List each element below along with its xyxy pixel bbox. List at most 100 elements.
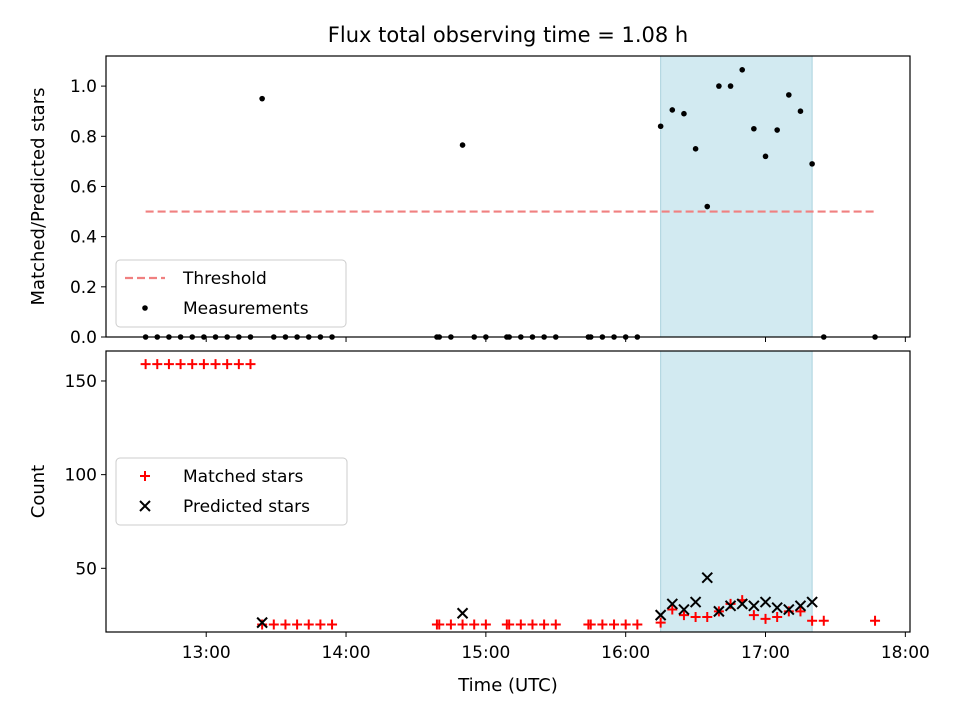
predicted-stars-point	[759, 596, 772, 608]
matched-stars-point	[434, 619, 445, 630]
matched-stars-point	[609, 619, 620, 630]
y-tick-label: 50	[75, 559, 97, 579]
matched-stars-point	[772, 612, 783, 623]
matched-stars-point	[175, 359, 186, 370]
matched-stars-point	[280, 619, 291, 630]
y-axis-label: Matched/Predicted stars	[28, 88, 49, 306]
predicted-stars-point	[654, 609, 667, 621]
y-tick-label: 0.0	[70, 328, 97, 348]
matched-stars-point	[795, 606, 806, 617]
matched-stars-point	[257, 619, 268, 630]
observing-window-span	[660, 56, 813, 337]
matched-stars-point	[210, 359, 221, 370]
measurement-point	[692, 146, 699, 152]
legend-label: Predicted stars	[183, 497, 310, 517]
matched-stars-point	[222, 359, 233, 370]
matched-stars-point	[527, 619, 538, 630]
x-tick-label: 14:00	[322, 643, 371, 663]
measurement-point	[797, 108, 804, 114]
matched-stars-point	[245, 359, 256, 370]
predicted-stars-point	[794, 600, 807, 612]
matched-stars-point	[702, 612, 713, 623]
matched-stars-point	[457, 619, 468, 630]
matched-stars-point	[480, 619, 491, 630]
matched-stars-point	[760, 613, 771, 624]
x-tick-label: 16:00	[601, 643, 650, 663]
legend-label: Measurements	[183, 299, 309, 319]
matched-stars-point	[198, 359, 209, 370]
legend-box	[115, 259, 347, 328]
y-tick-label: 150	[65, 372, 97, 392]
matched-stars-point	[268, 619, 279, 630]
matched-stars-point	[585, 619, 596, 630]
x-tick-label: 17:00	[741, 643, 790, 663]
matched-stars-point	[163, 359, 174, 370]
top-panel: 0.0 0.2 0.4 0.6 0.8 1.0 Matched/Predicted star…	[28, 55, 911, 348]
x-tick-label: 18:00	[881, 643, 930, 663]
matched-stars-point	[550, 619, 561, 630]
matched-stars-point	[620, 619, 631, 630]
matched-stars-point	[807, 615, 818, 626]
legend-label: Threshold	[182, 269, 267, 289]
legend-predicted-swatch	[139, 500, 151, 512]
measurement-point	[681, 110, 687, 117]
y-tick-label: 1.0	[70, 77, 97, 97]
chart-title: Flux total observing time = 1.08 h	[328, 23, 688, 47]
measurement-point	[762, 153, 769, 160]
legend-measurements-swatch	[142, 305, 148, 311]
y-tick-label: 0.8	[70, 127, 97, 147]
matched-stars-point	[678, 610, 689, 621]
measurement-point	[459, 142, 466, 148]
measurement-point	[786, 92, 792, 98]
predicted-stars-point	[713, 605, 725, 618]
predicted-stars-point	[724, 600, 737, 612]
measurement-point	[751, 125, 757, 132]
matched-stars-point	[539, 619, 550, 630]
predicted-stars-point	[783, 603, 795, 616]
measurement-point	[657, 123, 664, 130]
measurement-point	[716, 83, 722, 89]
legend-label: Matched stars	[183, 467, 303, 487]
matched-stars-point	[233, 359, 244, 370]
measurement-point	[704, 203, 711, 210]
y-tick-label: 0.6	[70, 177, 97, 197]
measurement-point	[739, 66, 746, 73]
matched-stars-point	[667, 604, 678, 615]
x-tick-label: 13:00	[182, 643, 231, 663]
matched-stars-point	[818, 615, 829, 626]
matched-stars-point	[445, 619, 456, 630]
x-tick-label: 15:00	[461, 643, 510, 663]
y-tick-label: 100	[65, 466, 97, 486]
observing-window-span	[660, 351, 813, 632]
predicted-stars-point	[456, 607, 469, 619]
matched-stars-point	[515, 619, 526, 630]
matched-stars-point	[315, 619, 326, 630]
measurement-point	[259, 95, 265, 102]
x-axis-label: Time (UTC)	[457, 675, 558, 696]
matched-stars-point	[725, 598, 736, 609]
matched-stars-point	[303, 619, 314, 630]
predicted-stars-point	[748, 600, 760, 612]
matched-stars-point	[748, 610, 759, 621]
legend-matched-swatch	[140, 471, 150, 481]
y-axis-label: Count	[28, 465, 49, 518]
matched-stars-point	[504, 619, 515, 630]
matched-stars-point	[655, 617, 666, 628]
legend: Threshold Measurements	[115, 259, 347, 328]
predicted-stars-point	[689, 596, 702, 608]
y-tick-label: 0.2	[70, 278, 97, 298]
matched-stars-point	[152, 359, 163, 370]
matched-stars-point	[597, 619, 608, 630]
legend-box	[115, 457, 348, 526]
measurement-point	[727, 83, 734, 89]
predicted-stars-point	[771, 601, 783, 614]
axes-frame	[105, 55, 911, 338]
series-predicted-stars	[256, 571, 818, 629]
predicted-stars-point	[256, 616, 268, 629]
predicted-stars-point	[806, 596, 818, 608]
matched-stars-point	[870, 615, 881, 626]
bottom-panel: 50 100 150 13:00 14:00 15:00 16:00 17:00 18:00 Co…	[28, 350, 930, 663]
matched-stars-point	[632, 619, 643, 630]
